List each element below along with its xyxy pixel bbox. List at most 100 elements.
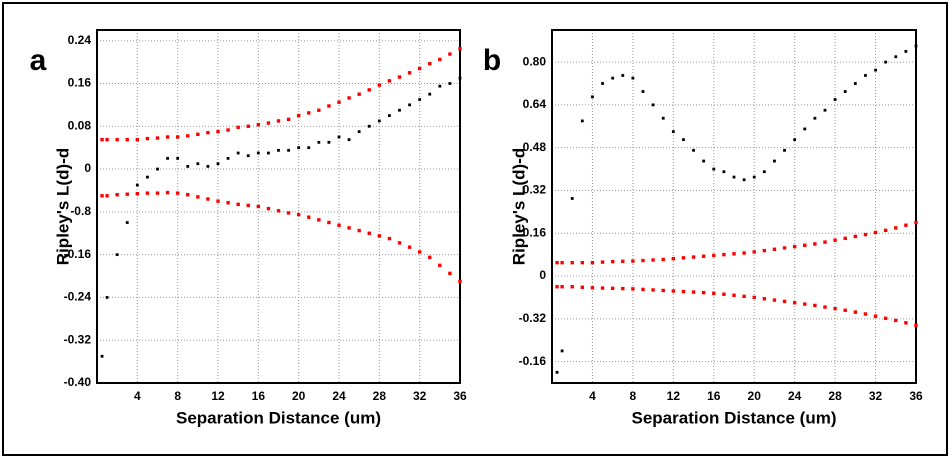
data-point xyxy=(236,151,240,155)
data-point xyxy=(701,290,706,295)
x-tick-label: 24 xyxy=(332,389,346,403)
data-point xyxy=(125,221,129,224)
data-point xyxy=(297,146,301,150)
data-point xyxy=(175,135,180,139)
data-point xyxy=(555,260,559,265)
data-point xyxy=(843,236,847,241)
data-point xyxy=(712,291,716,296)
data-point xyxy=(853,234,858,239)
data-point xyxy=(661,257,665,262)
data-point xyxy=(256,204,261,209)
data-point xyxy=(246,124,250,128)
data-point xyxy=(236,202,240,207)
data-point xyxy=(296,212,301,217)
data-point xyxy=(100,137,104,142)
data-point xyxy=(206,197,210,201)
data-point xyxy=(732,252,736,256)
data-point xyxy=(853,82,857,85)
x-tick-label: 28 xyxy=(373,389,387,403)
data-point xyxy=(752,175,756,179)
data-point xyxy=(792,301,797,305)
data-point xyxy=(438,263,442,268)
data-point xyxy=(833,306,837,311)
data-point xyxy=(611,76,615,80)
y-tick-label: 0.80 xyxy=(523,54,547,68)
data-point xyxy=(752,250,756,254)
data-point xyxy=(166,156,169,160)
data-point xyxy=(438,84,442,88)
data-point xyxy=(216,162,220,166)
data-point xyxy=(691,290,696,294)
data-point xyxy=(256,151,260,155)
data-point xyxy=(823,305,827,309)
data-point xyxy=(165,190,170,195)
data-point xyxy=(367,124,371,128)
data-point xyxy=(560,285,564,289)
data-point xyxy=(621,74,625,77)
data-point xyxy=(135,137,140,142)
y-tick-label: 0.32 xyxy=(523,183,547,197)
y-tick-label: 0.16 xyxy=(68,76,92,90)
plot-frame xyxy=(96,29,461,384)
data-point xyxy=(327,140,331,144)
data-point xyxy=(256,122,261,127)
data-point xyxy=(904,321,908,325)
x-tick-label: 12 xyxy=(667,389,681,403)
data-point xyxy=(813,303,817,308)
data-point xyxy=(914,323,918,328)
y-tick-label: 0.48 xyxy=(523,140,547,154)
data-point xyxy=(186,134,190,138)
data-point xyxy=(641,258,645,263)
data-point xyxy=(135,191,140,196)
data-point xyxy=(196,195,200,199)
data-point xyxy=(347,138,351,142)
data-point xyxy=(337,100,341,104)
data-point xyxy=(671,256,676,261)
data-point xyxy=(894,55,898,59)
data-point xyxy=(367,231,371,235)
data-point xyxy=(883,228,888,233)
data-point xyxy=(327,220,331,225)
data-point xyxy=(580,260,585,265)
x-tick-label: 36 xyxy=(909,389,923,403)
x-tick-label: 36 xyxy=(453,389,467,403)
x-tick-label: 8 xyxy=(630,389,637,403)
data-point xyxy=(884,60,888,64)
x-tick-label: 8 xyxy=(174,389,181,403)
data-point xyxy=(267,151,270,155)
data-point xyxy=(914,220,918,225)
data-point xyxy=(317,140,321,144)
data-point xyxy=(833,98,837,101)
data-point xyxy=(226,128,230,132)
data-point xyxy=(681,289,686,294)
data-point xyxy=(317,108,321,112)
data-point xyxy=(428,255,432,260)
data-point xyxy=(337,135,341,139)
data-point xyxy=(388,114,391,117)
y-axis-label: Ripley's L(d)-d xyxy=(53,148,72,265)
data-point xyxy=(762,297,767,301)
data-point xyxy=(894,226,898,230)
data-point xyxy=(843,90,847,93)
data-point xyxy=(813,242,817,246)
x-tick-label: 16 xyxy=(252,389,266,403)
data-point xyxy=(863,312,868,316)
data-point xyxy=(864,74,867,77)
data-point xyxy=(327,104,331,108)
x-axis-label: Separation Distance (um) xyxy=(176,408,381,427)
y-tick-label: 0.24 xyxy=(68,33,92,47)
data-point xyxy=(105,296,109,299)
y-tick-label: -0.24 xyxy=(64,290,92,304)
data-point xyxy=(165,135,170,139)
data-point xyxy=(448,52,452,56)
data-point xyxy=(286,211,291,215)
data-point xyxy=(722,292,726,296)
data-point xyxy=(115,193,119,197)
data-point xyxy=(105,137,109,142)
data-point xyxy=(671,130,675,134)
data-point xyxy=(590,286,595,290)
data-point xyxy=(591,95,594,99)
data-point xyxy=(631,259,635,263)
data-point xyxy=(458,279,462,284)
data-point xyxy=(762,248,767,253)
